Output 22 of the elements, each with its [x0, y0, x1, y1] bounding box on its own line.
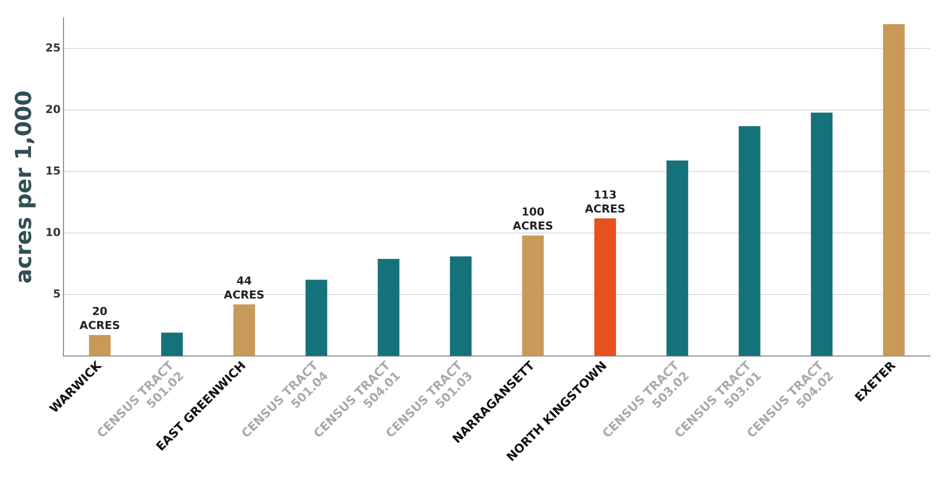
bar: [594, 218, 616, 356]
bar: [378, 258, 400, 356]
y-tick-label: 25: [45, 42, 61, 55]
y-tick-label: 20: [45, 103, 62, 116]
bar: [666, 160, 688, 356]
y-tick-label: 5: [53, 287, 61, 300]
bar: [161, 332, 183, 356]
annotation: 44 ACRES: [224, 274, 265, 302]
y-tick-label: 10: [45, 226, 62, 239]
y-tick-label: 15: [45, 164, 61, 178]
bar: [88, 335, 111, 356]
bar: [306, 280, 328, 356]
annotation: 113 ACRES: [584, 188, 626, 216]
y-axis-title: acres per 1,000: [12, 90, 37, 284]
bar: [810, 112, 833, 356]
bar: [450, 256, 472, 356]
annotation: 100 ACRES: [512, 206, 554, 233]
annotation: 20 ACRES: [80, 305, 120, 332]
bar: [883, 24, 905, 356]
bar: [233, 304, 256, 356]
bar: [738, 126, 760, 356]
bar: [522, 236, 544, 356]
